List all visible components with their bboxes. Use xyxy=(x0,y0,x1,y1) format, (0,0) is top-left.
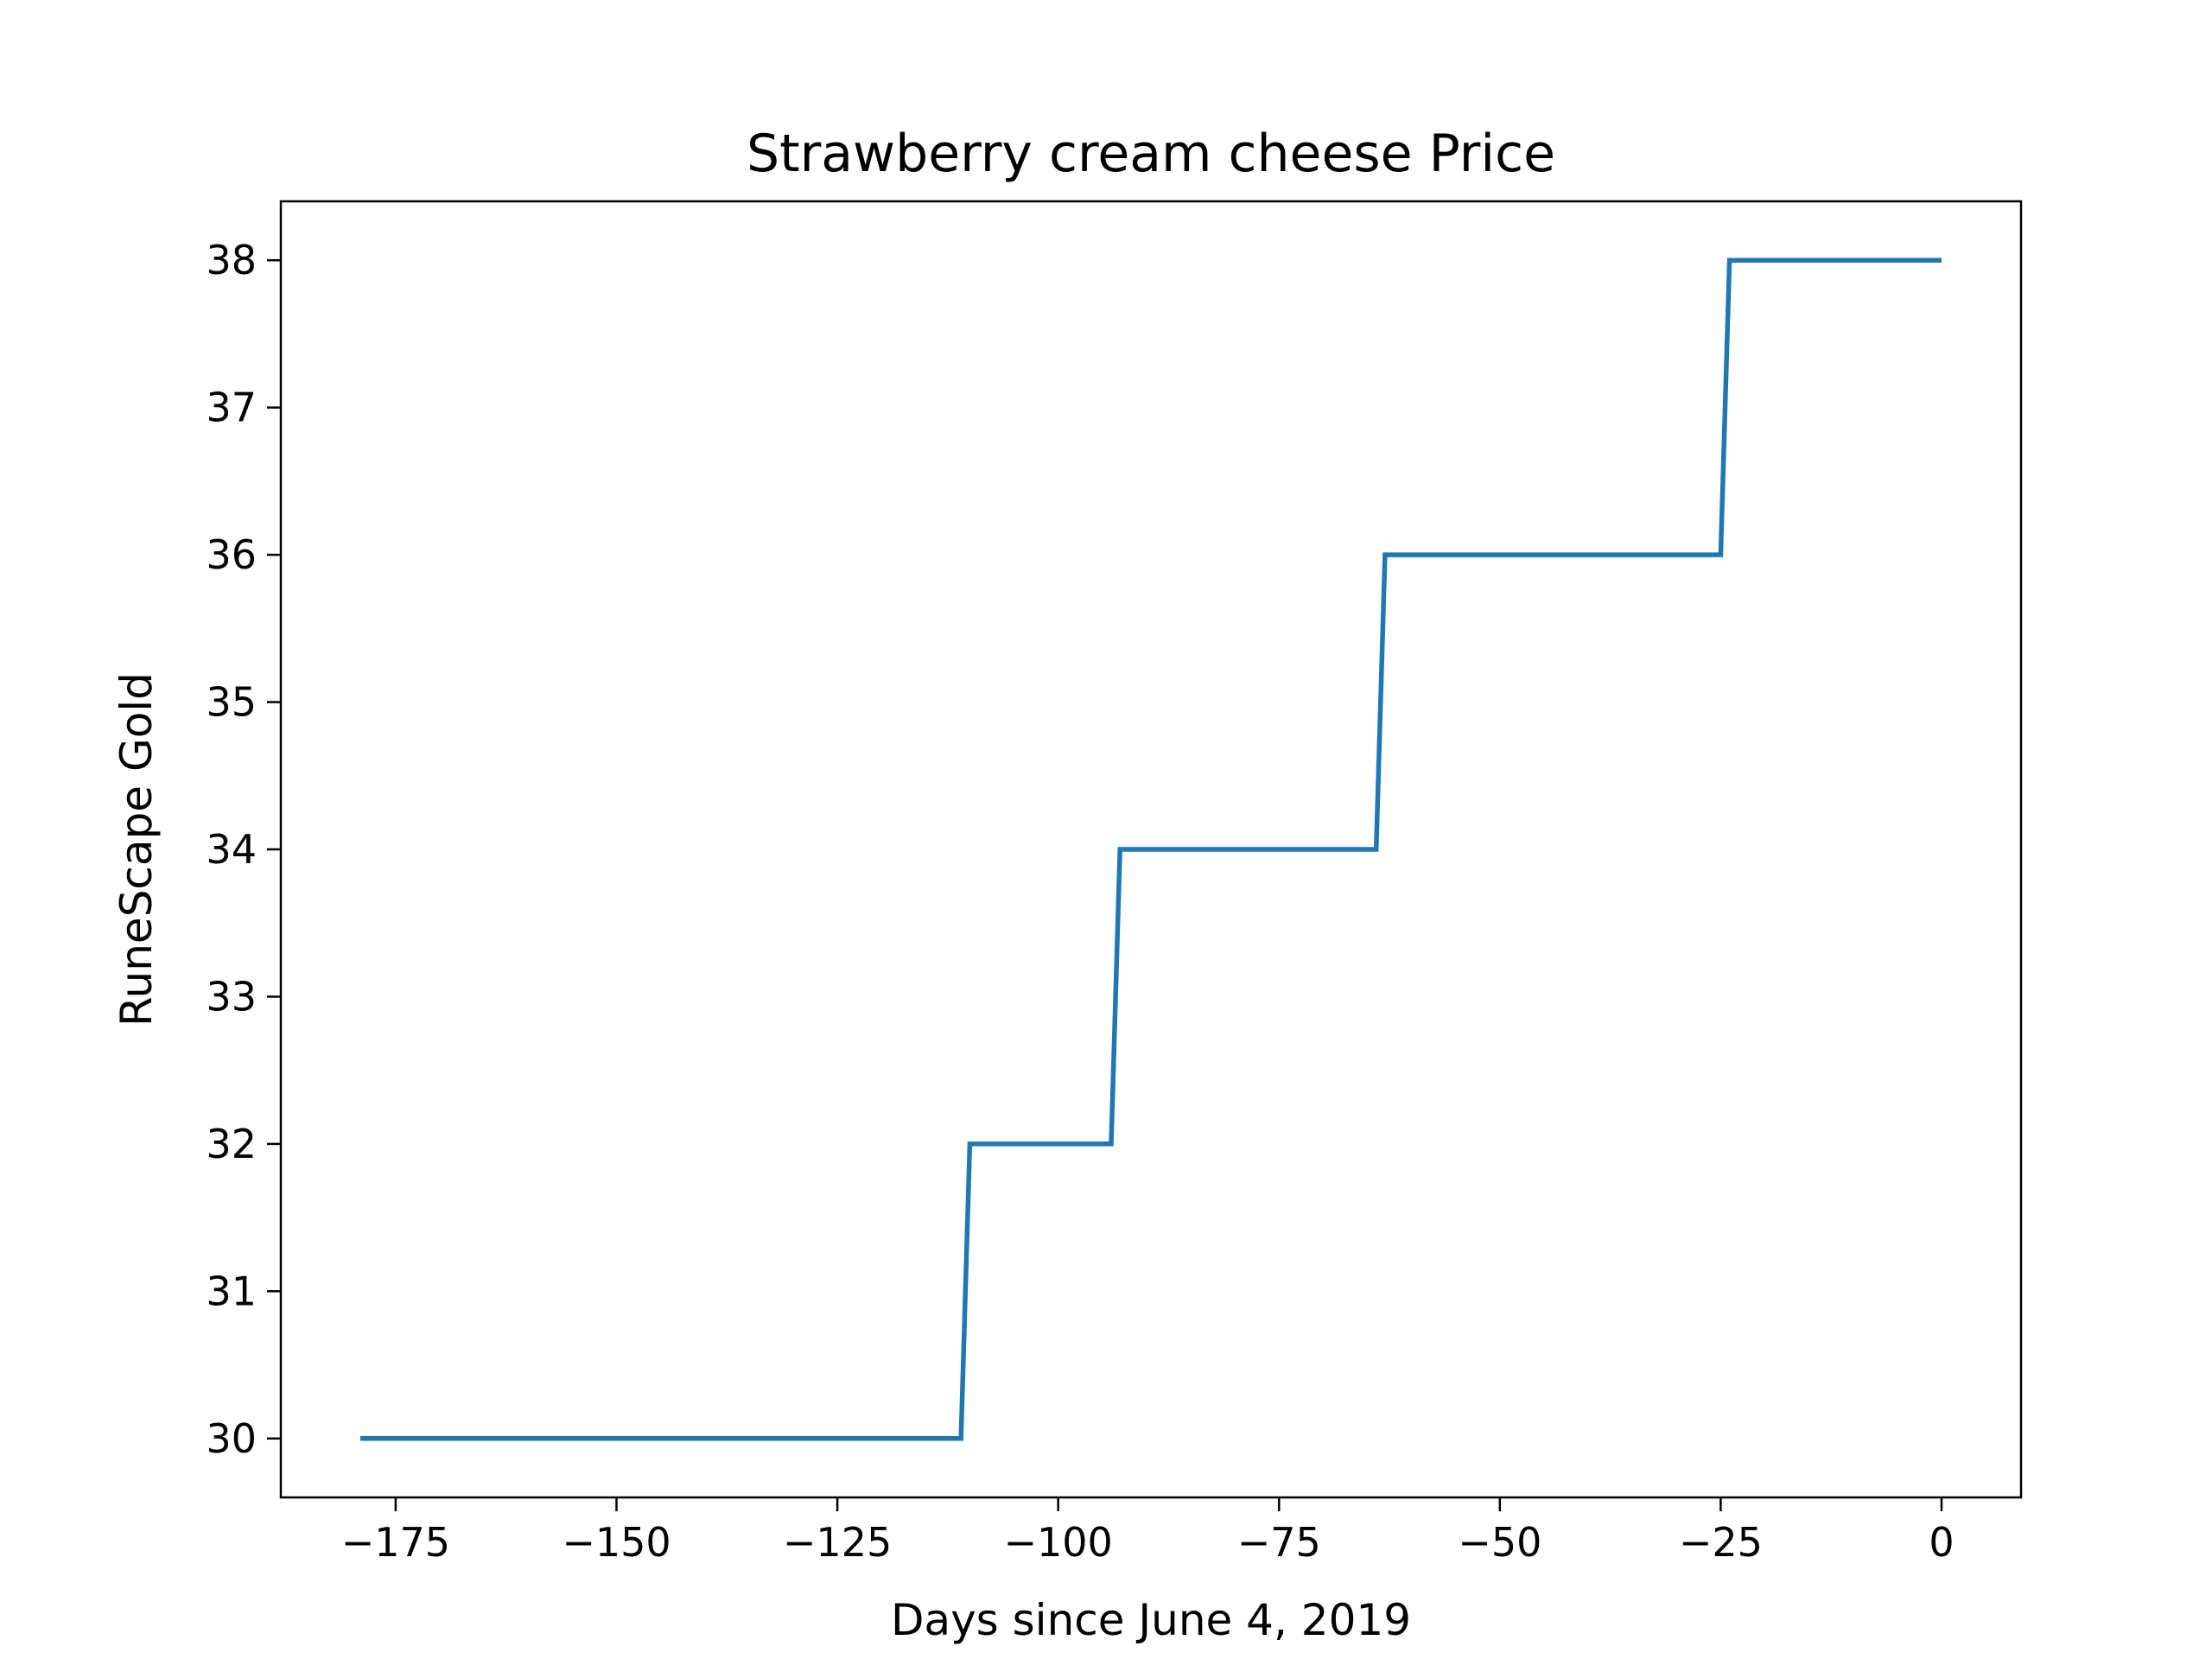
series-line xyxy=(360,257,1942,1441)
x-axis-label: Days since June 4, 2019 xyxy=(891,1595,1411,1645)
y-tick-label: 30 xyxy=(206,1415,257,1462)
y-tick-label: 34 xyxy=(206,826,257,873)
x-tick-label: −100 xyxy=(1003,1519,1112,1566)
y-axis: 30 31 32 33 34 35 36 37 38 xyxy=(206,237,281,1462)
y-tick-label: 31 xyxy=(206,1268,257,1314)
y-axis-label: RuneScape Gold xyxy=(111,672,162,1027)
x-tick-label: 0 xyxy=(1929,1519,1954,1566)
y-tick-label: 32 xyxy=(206,1121,257,1167)
y-tick-label: 36 xyxy=(206,531,257,578)
x-tick-label: −175 xyxy=(341,1519,450,1566)
x-tick-label: −125 xyxy=(783,1519,892,1566)
x-tick-label: −50 xyxy=(1458,1519,1541,1566)
y-tick-label: 37 xyxy=(206,385,257,431)
plot-area xyxy=(279,200,2023,1499)
x-axis: −175 −150 −125 −100 −75 −50 −25 0 xyxy=(341,1497,1955,1566)
y-tick-label: 33 xyxy=(206,973,257,1020)
x-tick-label: −25 xyxy=(1679,1519,1763,1566)
chart-title: Strawberry cream cheese Price xyxy=(747,124,1555,184)
x-tick-label: −150 xyxy=(562,1519,671,1566)
y-tick-label: 35 xyxy=(206,679,257,726)
y-tick-label: 38 xyxy=(206,237,257,283)
x-tick-label: −75 xyxy=(1237,1519,1321,1566)
